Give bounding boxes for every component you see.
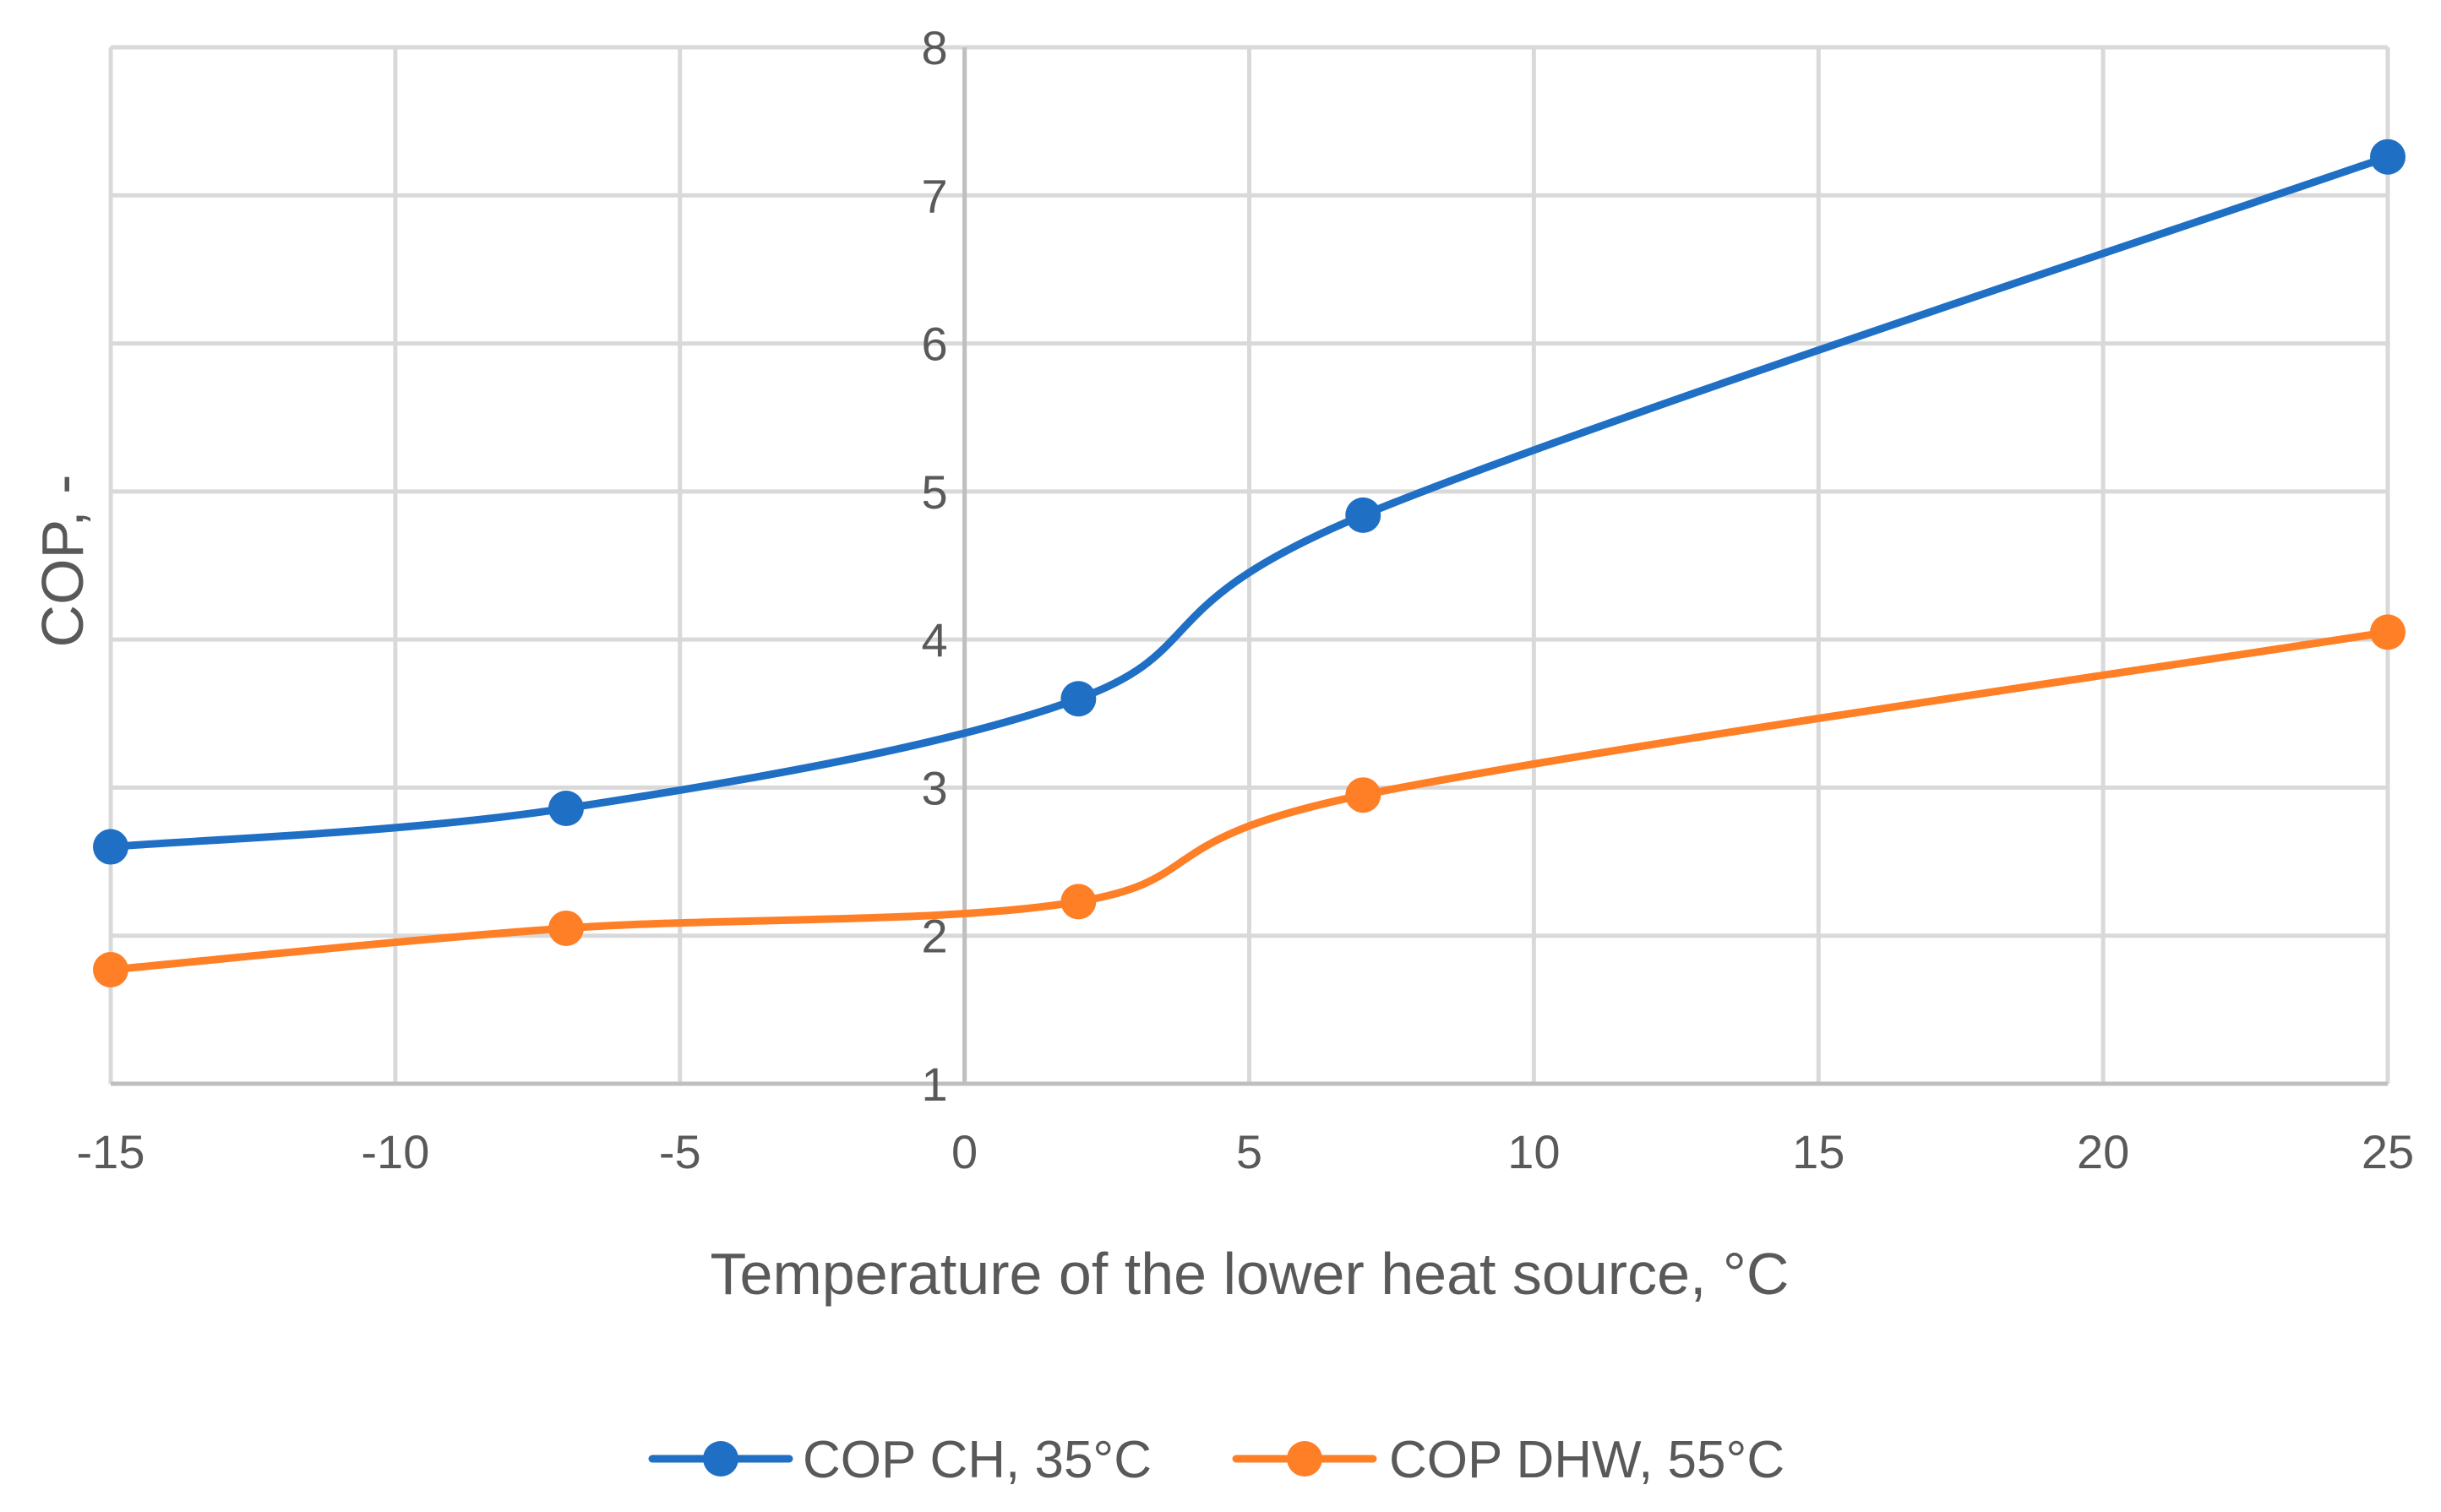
series-line: [106, 628, 2392, 974]
legend-item: COP DHW, 55°C: [1232, 1431, 1784, 1489]
legend-label: COP CH, 35°C: [803, 1431, 1152, 1489]
y-axis-title: COP, -: [30, 475, 95, 648]
legend-swatch-marker: [1287, 1441, 1322, 1477]
tick-labels: -15 -10 -5 0 5 10 15 20 25 1 2 3 4 5 6 7 8: [77, 21, 2415, 1178]
data-point: [2370, 139, 2406, 175]
data-point: [548, 790, 584, 826]
data-point: [1060, 681, 1097, 717]
x-tick-label: -15: [77, 1125, 145, 1178]
legend-item: COP CH, 35°C: [648, 1431, 1152, 1489]
y-tick-label: 8: [921, 21, 947, 74]
data-point: [548, 910, 584, 946]
series-0: [93, 139, 2406, 865]
legend-swatch-marker: [703, 1441, 738, 1477]
x-tick-label: 10: [1507, 1125, 1560, 1178]
x-tick-label: 5: [1236, 1125, 1262, 1178]
x-tick-label: 0: [951, 1125, 978, 1178]
series-1: [93, 614, 2406, 988]
y-tick-label: 7: [921, 169, 947, 222]
x-tick-label: 15: [1792, 1125, 1844, 1178]
x-axis-title: Temperature of the lower heat source, °C: [711, 1241, 1790, 1307]
y-tick-label: 2: [921, 910, 947, 963]
data-point: [1345, 777, 1381, 813]
data-point: [93, 829, 128, 865]
legend-label: COP DHW, 55°C: [1389, 1431, 1784, 1489]
y-tick-label: 1: [921, 1058, 947, 1111]
data-point: [2370, 614, 2406, 650]
y-tick-label: 3: [921, 761, 947, 814]
y-tick-label: 5: [921, 465, 947, 519]
y-tick-label: 4: [921, 613, 947, 666]
x-tick-label: -10: [361, 1125, 429, 1178]
data-point: [1345, 497, 1381, 533]
data-point: [93, 952, 128, 988]
x-tick-label: 20: [2077, 1125, 2129, 1178]
series-line: [106, 153, 2392, 851]
y-tick-label: 6: [921, 318, 947, 371]
data-point: [1060, 884, 1097, 920]
x-tick-label: 25: [2362, 1125, 2414, 1178]
legend: COP CH, 35°C COP DHW, 55°C: [648, 1431, 1784, 1489]
x-tick-label: -5: [659, 1125, 701, 1178]
series-layer: [93, 139, 2406, 988]
